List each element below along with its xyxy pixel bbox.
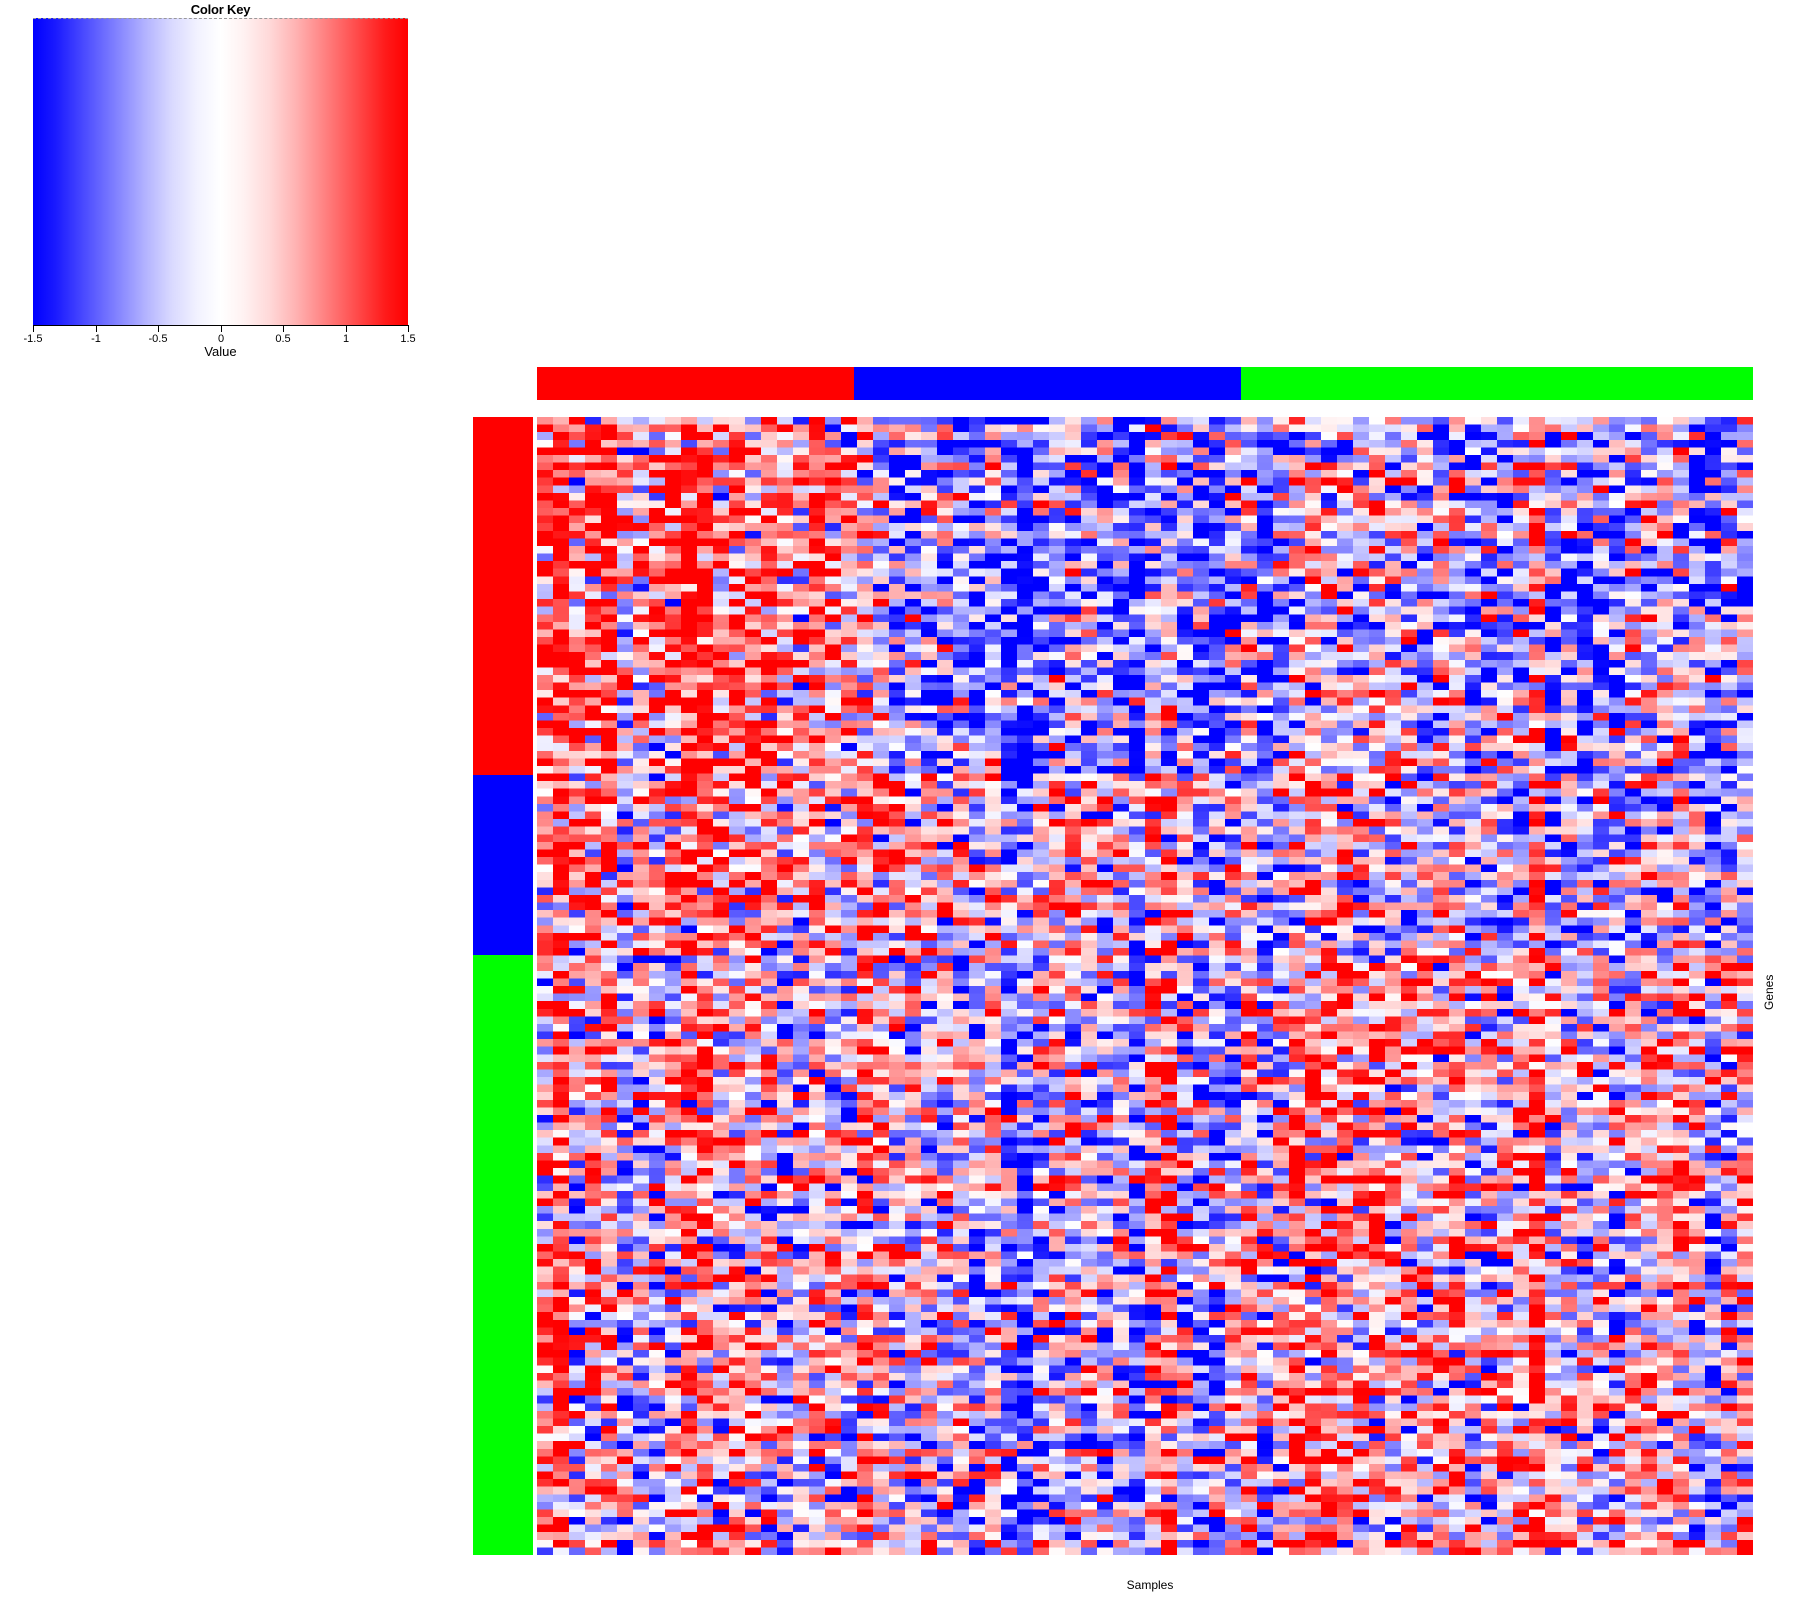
color-key-gradient-bar	[33, 18, 408, 326]
color-key-tick	[408, 325, 409, 332]
x-axis-label: Samples	[1126, 1578, 1174, 1592]
color-key-tick-label: -0.5	[148, 333, 168, 345]
heatmap-matrix	[537, 417, 1753, 1555]
color-key-tick-label: -1	[91, 333, 101, 345]
color-key-tick-label: 1	[342, 333, 350, 345]
color-key-axis-label: Value	[204, 344, 237, 359]
gene-cluster-block	[473, 417, 533, 775]
color-key-tick	[346, 325, 347, 332]
heatmap-canvas	[537, 417, 1753, 1555]
gene-cluster-colorbar	[473, 417, 533, 1555]
sample-group-block	[1241, 367, 1753, 400]
color-key-tick-label: 0	[217, 333, 225, 345]
color-key-axis-line	[33, 325, 408, 326]
color-key-title: Color Key	[190, 2, 251, 17]
sample-group-block	[854, 367, 1242, 400]
color-key-tick	[33, 325, 34, 332]
gene-cluster-block	[473, 775, 533, 956]
color-key: Color Key -1.5 -1 -0.5 0 0.5 1 1.5 Value	[24, 0, 416, 360]
color-key-tick-label: 1.5	[400, 333, 416, 345]
color-key-tick-label: 0.5	[275, 333, 291, 345]
sample-group-colorbar	[537, 367, 1753, 400]
gene-cluster-block	[473, 955, 533, 1555]
sample-group-block	[537, 367, 855, 400]
color-key-tick	[221, 325, 222, 332]
color-key-tick	[158, 325, 159, 332]
color-key-tick-label: -1.5	[23, 333, 43, 345]
color-key-tick	[283, 325, 284, 332]
color-key-tick	[96, 325, 97, 332]
y-axis-label: Genes	[1762, 974, 1776, 1010]
